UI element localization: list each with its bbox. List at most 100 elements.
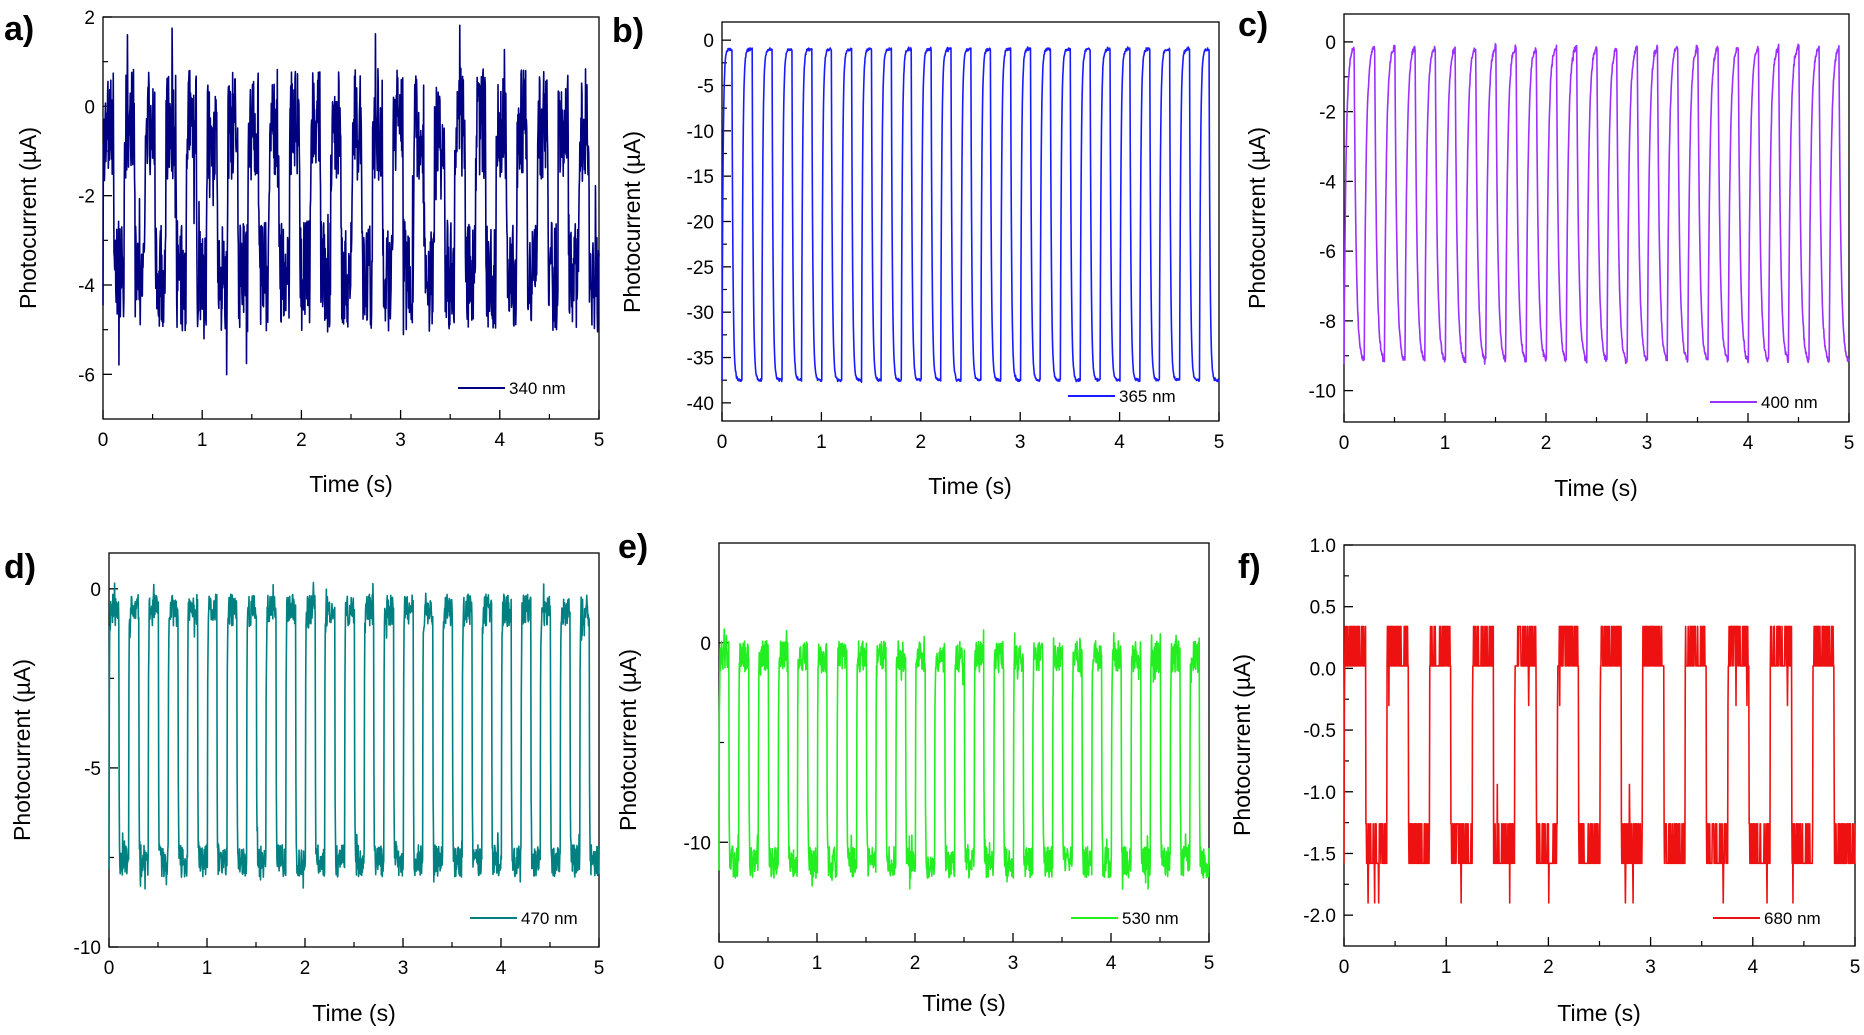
x-axis: 0 1 2 3 4 5 (714, 933, 1215, 974)
y-tick-label: -4 (78, 276, 95, 297)
x-tick-label: 1 (197, 430, 208, 451)
x-tick-label: 4 (1743, 433, 1754, 454)
panel-e: e) 0 1 2 3 4 5 -10 0 530 nm Time (s) Photocurr… (615, 528, 1214, 1016)
y-tick-label: -4 (1319, 172, 1336, 193)
y-tick-label: -2.0 (1303, 906, 1336, 927)
series-line-365-nm (721, 46, 1220, 384)
x-axis: 0 1 2 3 4 5 (1339, 413, 1854, 454)
y-tick-label: -0.5 (1303, 721, 1336, 742)
x-tick-label: 3 (1015, 432, 1026, 453)
panel-a: a) 0 1 2 3 4 5 -6 -4 -2 0 2 340 nm Time (s) Photo… (4, 8, 604, 497)
legend-label: 340 nm (509, 379, 566, 398)
y-tick-label: -15 (687, 167, 714, 188)
y-tick-label: -6 (1319, 242, 1336, 263)
x-tick-label: 4 (1748, 957, 1759, 978)
y-axis-title: Photocurrent (µA) (15, 127, 41, 309)
panel-letter: a) (4, 10, 34, 48)
panel-d: d) 0 1 2 3 4 5 -10 -5 0 470 nm Time (s) Photocu… (4, 548, 604, 1026)
y-tick-label: 0 (90, 580, 101, 601)
y-tick-label: -25 (687, 258, 714, 279)
x-tick-label: 2 (910, 953, 921, 974)
panel-c: c) 0 1 2 3 4 5 -10 -8 -6 -4 -2 0 400 nm Time (s) P… (1238, 6, 1854, 501)
y-axis: -40 -35 -30 -25 -20 -15 -10 -5 0 (687, 31, 731, 415)
x-tick-label: 5 (1214, 432, 1225, 453)
y-tick-label: 1.0 (1310, 536, 1336, 557)
y-tick-label: -1.5 (1303, 844, 1336, 865)
y-tick-label: -1.0 (1303, 783, 1336, 804)
x-tick-label: 1 (1441, 957, 1452, 978)
legend-label: 470 nm (521, 909, 578, 928)
x-tick-label: 2 (1543, 957, 1554, 978)
data-trace (718, 628, 1210, 890)
series-line-530-nm (718, 628, 1210, 890)
x-tick-label: 4 (1114, 432, 1125, 453)
y-tick-label: -10 (74, 938, 101, 959)
panel-letter: d) (4, 548, 36, 586)
x-axis: 0 1 2 3 4 5 (717, 412, 1225, 453)
panel-letter: f) (1238, 548, 1261, 586)
y-axis: -2.0 -1.5 -1.0 -0.5 0.0 0.5 1.0 (1303, 536, 1353, 927)
y-tick-label: 0.0 (1310, 659, 1336, 680)
x-tick-label: 4 (1106, 953, 1117, 974)
y-tick-label: -35 (687, 349, 714, 370)
series-line-680-nm (1343, 625, 1856, 904)
y-axis-title: Photocurrent (µA) (9, 659, 35, 841)
data-trace (1343, 42, 1850, 365)
y-tick-label: 0 (700, 634, 711, 655)
panel-b: b) 0 1 2 3 4 5 -40 -35 -30 -25 -20 -15 -10 -5 0 365 n… (612, 12, 1224, 499)
x-tick-label: 3 (1645, 957, 1656, 978)
x-axis-title: Time (s) (1554, 475, 1637, 501)
y-axis: -10 -8 -6 -4 -2 0 (1309, 33, 1353, 403)
y-axis: -10 0 (684, 634, 728, 854)
x-tick-label: 1 (812, 953, 823, 974)
y-axis-title: Photocurrent (µA) (1229, 654, 1255, 836)
data-trace (102, 24, 600, 376)
data-trace (1343, 625, 1856, 904)
panel-letter: c) (1238, 6, 1268, 44)
y-tick-label: -10 (1309, 382, 1336, 403)
legend: 680 nm (1713, 909, 1821, 928)
y-tick-label: -10 (687, 122, 714, 143)
series-line-400-nm (1343, 42, 1850, 365)
x-tick-label: 0 (717, 432, 728, 453)
series-line-470-nm (108, 581, 600, 890)
x-tick-label: 2 (1541, 433, 1552, 454)
data-trace (108, 581, 600, 890)
y-tick-label: -40 (687, 394, 714, 415)
y-tick-label: -8 (1319, 312, 1336, 333)
x-tick-label: 5 (1204, 953, 1215, 974)
legend-label: 530 nm (1122, 909, 1179, 928)
legend-label: 680 nm (1764, 909, 1821, 928)
y-tick-label: 0.5 (1310, 598, 1336, 619)
x-tick-label: 3 (395, 430, 406, 451)
y-tick-label: 0 (703, 31, 714, 52)
x-tick-label: 2 (296, 430, 307, 451)
y-axis-title: Photocurrent (µA) (615, 649, 641, 831)
x-tick-label: 5 (594, 430, 605, 451)
y-axis-title: Photocurrent (µA) (1244, 127, 1270, 309)
x-axis: 0 1 2 3 4 5 (104, 938, 604, 979)
legend: 365 nm (1068, 387, 1176, 406)
x-axis-title: Time (s) (309, 471, 392, 497)
x-tick-label: 0 (714, 953, 725, 974)
x-axis-title: Time (s) (1557, 1000, 1640, 1026)
panel-f: f) 0 1 2 3 4 5 -2.0 -1.5 -1.0 -0.5 0.0 0.5 1.0 680 … (1229, 536, 1860, 1026)
legend: 530 nm (1071, 909, 1179, 928)
x-tick-label: 0 (1339, 433, 1350, 454)
y-tick-label: -6 (78, 365, 95, 386)
x-tick-label: 0 (1339, 957, 1350, 978)
legend: 340 nm (458, 379, 566, 398)
x-tick-label: 1 (1440, 433, 1451, 454)
legend-label: 365 nm (1119, 387, 1176, 406)
x-axis: 0 1 2 3 4 5 (98, 410, 605, 451)
x-tick-label: 5 (1850, 957, 1861, 978)
y-tick-label: -5 (697, 76, 714, 97)
panel-letter: e) (618, 528, 648, 566)
x-tick-label: 2 (300, 958, 311, 979)
x-axis-title: Time (s) (312, 1000, 395, 1026)
x-tick-label: 0 (98, 430, 109, 451)
x-tick-label: 4 (496, 958, 507, 979)
data-trace (721, 46, 1220, 384)
y-tick-label: -5 (84, 759, 101, 780)
